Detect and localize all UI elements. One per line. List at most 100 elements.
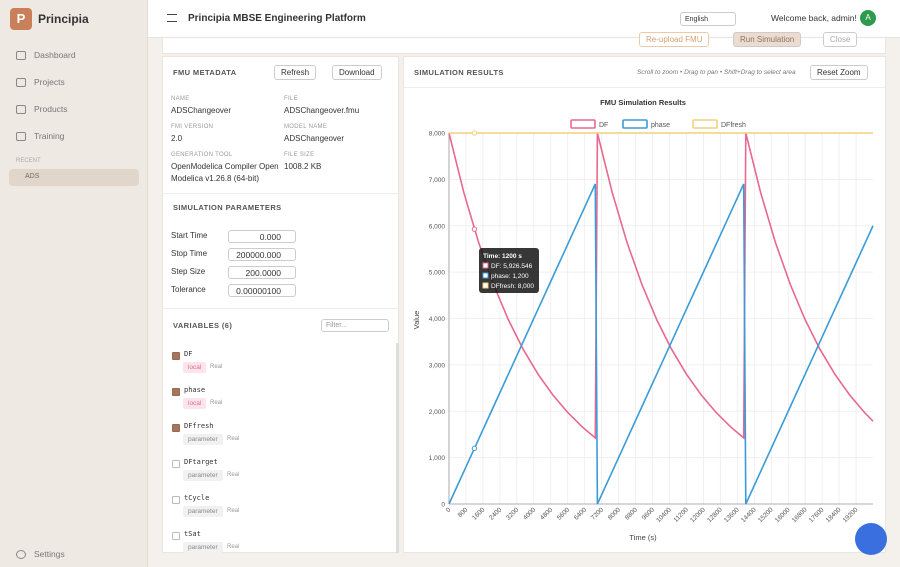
param-input[interactable]: 0.000 [228, 230, 296, 243]
field-value: ADSChangeover [284, 134, 345, 143]
close[interactable]: Close [823, 32, 858, 47]
x-tick-label: 13600 [723, 506, 741, 524]
left-panel: FMU METADATA Refresh Download NAME ADSCha… [162, 56, 399, 553]
header-title: Principia MBSE Engineering Platform [188, 13, 366, 24]
x-tick-label: 19200 [842, 506, 860, 524]
nav-label: Products [34, 104, 68, 114]
chart: FMU Simulation Results Time (s) Value 0 1… [412, 98, 874, 542]
tooltip-title: Time: 1200 s [483, 253, 522, 260]
nav-icon [16, 104, 26, 114]
variable-name: phase [184, 386, 206, 394]
filter[interactable]: Filter... [321, 319, 389, 332]
refresh[interactable]: Refresh [274, 65, 317, 80]
checkbox[interactable] [172, 532, 180, 540]
field-value: ADSChangeover.fmu [284, 106, 360, 115]
x-tick-label: 3200 [505, 506, 520, 521]
field-label: GENERATION TOOL [171, 152, 233, 158]
logo: P [10, 8, 32, 30]
settings[interactable]: Settings [16, 549, 65, 559]
assistant-button[interactable] [855, 523, 887, 555]
x-tick-label: 16800 [791, 506, 809, 524]
param-input[interactable]: 200.0000 [228, 266, 296, 279]
nav-item[interactable]: Dashboard [16, 50, 76, 60]
variable-causality: parameter [183, 434, 223, 445]
variable-type: Real [210, 400, 223, 406]
x-axis-label: Time (s) [629, 533, 657, 542]
results-title: SIMULATION RESULTS [414, 68, 504, 77]
y-tick-label: 0 [441, 502, 445, 509]
field-value: ADSChangeover [171, 106, 232, 115]
variable-causality: local [183, 398, 207, 409]
nav-item[interactable]: Training [16, 131, 64, 141]
variable-type: Real [227, 472, 240, 478]
legend-swatch [622, 119, 648, 129]
avatar[interactable]: A [860, 10, 876, 26]
variable-name: tSat [184, 530, 201, 538]
variable-name: DFfresh [184, 422, 214, 430]
reset-zoom[interactable]: Reset Zoom [810, 65, 868, 80]
nav-label: Projects [34, 77, 65, 87]
tooltip-swatch [482, 262, 489, 269]
x-tick-label: 12800 [706, 506, 724, 524]
y-tick-label: 1,000 [429, 455, 446, 462]
x-tick-label: 12000 [689, 506, 707, 524]
tooltip-item: DF: 5,926.546 [491, 263, 533, 270]
checkbox[interactable] [172, 460, 180, 468]
legend-label: phase [651, 122, 670, 129]
legend-label: DF [599, 122, 608, 129]
x-tick-label: 6400 [573, 506, 588, 521]
field-label: FMI VERSION [171, 124, 214, 130]
download[interactable]: Download [332, 65, 382, 80]
tooltip-swatch [482, 282, 489, 289]
variable-causality: parameter [183, 470, 223, 481]
menu[interactable] [167, 14, 177, 22]
language[interactable]: English [680, 12, 736, 26]
run[interactable]: Run Simulation [733, 32, 802, 47]
x-tick-label: 7200 [590, 506, 605, 521]
reupload[interactable]: Re-upload FMU [639, 32, 710, 47]
nav-icon [16, 50, 26, 60]
variable-name: tCycle [184, 494, 210, 502]
param-input[interactable]: 200000.000 [228, 248, 296, 261]
y-tick-label: 8,000 [429, 131, 446, 138]
recent-item[interactable]: ADS [9, 169, 139, 186]
y-tick-label: 4,000 [429, 316, 446, 323]
param-input[interactable]: 0.00000100 [228, 284, 296, 297]
variable-causality: parameter [183, 542, 223, 553]
checkbox[interactable] [172, 388, 180, 396]
y-tick-label: 5,000 [429, 270, 446, 277]
legend-swatch [570, 119, 596, 129]
nav-item[interactable]: Products [16, 104, 68, 114]
nav-icon [16, 77, 26, 87]
brand: Principia [38, 12, 89, 26]
field-value: 2.0 [171, 134, 183, 143]
x-tick-label: 5600 [556, 506, 571, 521]
x-tick-label: 17600 [808, 506, 826, 524]
sidebar: P Principia Dashboard Projects Products Tra… [0, 0, 148, 567]
checkbox[interactable] [172, 496, 180, 504]
x-tick-label: 0 [445, 506, 453, 514]
nav-item[interactable]: Projects [16, 77, 65, 87]
field-label: FILE [284, 96, 298, 102]
field-label: MODEL NAME [284, 124, 328, 130]
param-label: Start Time [171, 231, 208, 240]
field-value: OpenModelica Compiler OpenModelica v1.26… [171, 162, 279, 183]
checkbox[interactable] [172, 352, 180, 360]
welcome: Welcome back, admin! [771, 13, 857, 23]
x-tick-label: 15200 [757, 506, 775, 524]
x-tick-label: 8000 [607, 506, 622, 521]
chart-title: FMU Simulation Results [600, 98, 686, 107]
series-line [448, 132, 874, 440]
y-tick-label: 6,000 [429, 223, 446, 230]
variable-causality: parameter [183, 506, 223, 517]
x-tick-label: 10400 [655, 506, 673, 524]
toolbar: Re-upload FMU Run Simulation Close [162, 32, 886, 54]
param-label: Tolerance [171, 285, 206, 294]
y-tick-label: 7,000 [429, 177, 446, 184]
field-label: NAME [171, 96, 190, 102]
variables-title: VARIABLES (6) [173, 321, 233, 330]
variable-type: Real [210, 364, 223, 370]
x-tick-label: 2400 [488, 506, 503, 521]
checkbox[interactable] [172, 424, 180, 432]
